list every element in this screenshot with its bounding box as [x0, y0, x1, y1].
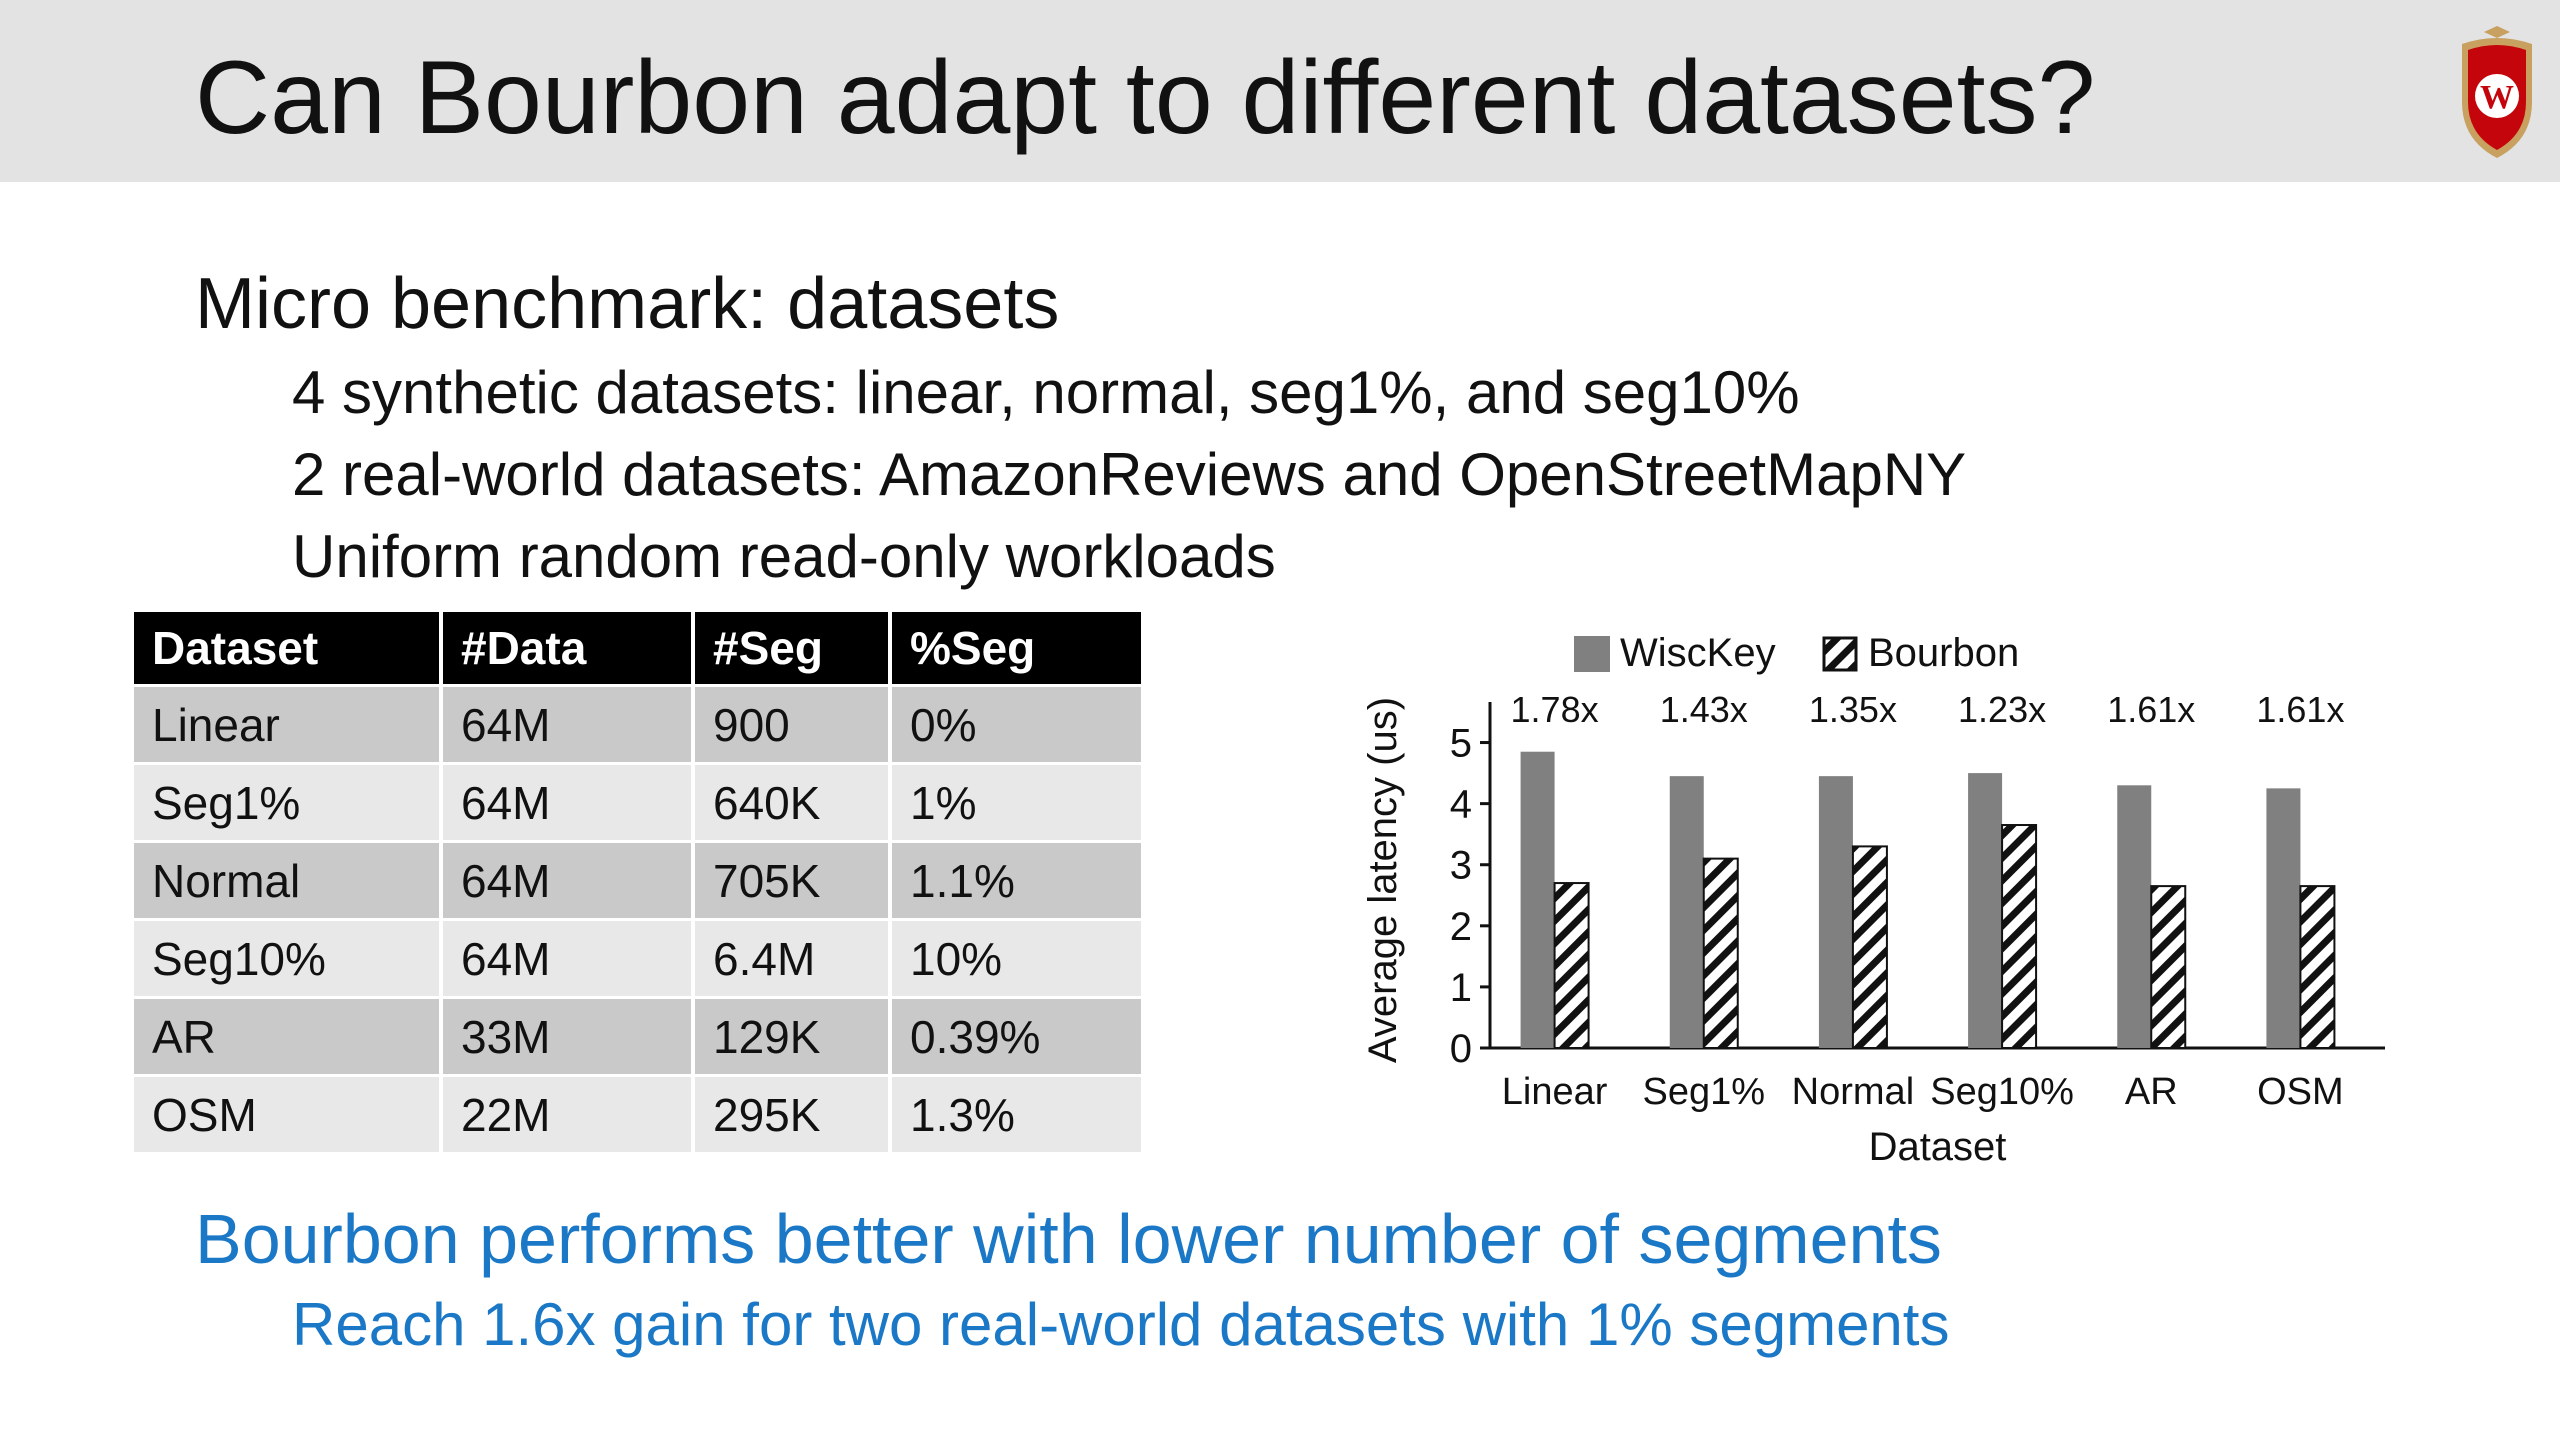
x-tick-label: Seg10% [1930, 1071, 2074, 1113]
y-tick-label: 1 [1450, 966, 1472, 1010]
bar-wisckey [1520, 751, 1555, 1048]
x-axis-label: Dataset [1869, 1125, 2007, 1169]
bar-bourbon [1851, 845, 1888, 1049]
latency-bar-chart: WiscKey Bourbon 0 1 2 3 4 5 Average latency (us)… [1361, 631, 2385, 1169]
table-header-cell: %Seg [890, 612, 1145, 687]
x-tick-label: OSM [2257, 1071, 2344, 1113]
table-cell: AR [134, 997, 443, 1077]
table-cell: 1% [890, 763, 1145, 843]
bar-wisckey [2266, 788, 2301, 1048]
table-header-cell: Dataset [134, 612, 443, 687]
bar-annotation: 1.35x [1809, 689, 1897, 730]
table-cell: 22M [441, 1075, 695, 1155]
bar-annotation: 1.43x [1660, 689, 1748, 730]
table-cell: OSM [134, 1075, 443, 1155]
y-tick-label: 4 [1450, 783, 1472, 827]
table-cell: 64M [441, 841, 695, 921]
table-row: Seg1% 64M 640K 1% [134, 763, 1145, 843]
table-cell: 64M [441, 919, 695, 999]
table-row: Seg10% 64M 6.4M 10% [134, 919, 1145, 999]
bar-wisckey [1818, 776, 1853, 1048]
table-row: Normal 64M 705K 1.1% [134, 841, 1145, 921]
bar-annotation: 1.78x [1511, 689, 1599, 730]
conclusion-subtext: Reach 1.6x gain for two real-world datas… [292, 1291, 1950, 1358]
table-cell: Normal [134, 841, 443, 921]
table-header-cell: #Seg [693, 612, 892, 687]
table-cell: 0.39% [890, 997, 1145, 1077]
table-cell: 1.3% [890, 1075, 1145, 1155]
table-cell: 64M [441, 685, 695, 765]
bar-bourbon [2001, 824, 2038, 1049]
table-cell: 705K [693, 841, 892, 921]
bullet-sub-workload: Uniform random read-only workloads [292, 523, 1276, 590]
table-cell: Seg10% [134, 919, 443, 999]
y-tick-label: 5 [1450, 722, 1472, 766]
bar-annotation: 1.61x [2256, 689, 2344, 730]
table-cell: Linear [134, 685, 443, 765]
legend-swatch-wisckey [1574, 636, 1610, 672]
bar-annotation: 1.61x [2107, 689, 2195, 730]
bullet-sub-real-world: 2 real-world datasets: AmazonReviews and… [292, 441, 1967, 508]
bar-wisckey [1968, 773, 2003, 1048]
x-tick-label: Seg1% [1642, 1071, 1765, 1113]
y-tick-label: 3 [1450, 844, 1472, 888]
bullet-sub-synthetic: 4 synthetic datasets: linear, normal, se… [292, 359, 1800, 426]
x-tick-label: AR [2125, 1071, 2178, 1113]
svg-text:W: W [2480, 79, 2514, 116]
table-header-row: Dataset #Data #Seg %Seg [134, 612, 1145, 687]
bar-annotation: 1.23x [1958, 689, 2046, 730]
dataset-table: Dataset #Data #Seg %Seg Linear 64M 900 0… [134, 612, 1145, 1155]
x-tick-label: Normal [1792, 1071, 1914, 1113]
bar-wisckey [1669, 776, 1704, 1048]
table-cell: 6.4M [693, 919, 892, 999]
university-crest-icon: W [2462, 26, 2532, 158]
bar-bourbon [2299, 885, 2336, 1050]
legend-swatch-bourbon [1822, 636, 1858, 672]
bar-bourbon [1553, 882, 1590, 1049]
table-row: Linear 64M 900 0% [134, 685, 1145, 765]
table-cell: 1.1% [890, 841, 1145, 921]
table-cell: Seg1% [134, 763, 443, 843]
table-cell: 900 [693, 685, 892, 765]
table-cell: 295K [693, 1075, 892, 1155]
bar-bourbon [2150, 885, 2187, 1050]
conclusion-text: Bourbon performs better with lower numbe… [195, 1200, 1942, 1278]
y-axis-label: Average latency (us) [1361, 697, 1405, 1063]
y-tick-label: 0 [1450, 1027, 1472, 1071]
table-cell: 64M [441, 763, 695, 843]
table-cell: 640K [693, 763, 892, 843]
legend-label-bourbon: Bourbon [1868, 631, 2019, 675]
table-row: AR 33M 129K 0.39% [134, 997, 1145, 1077]
table-cell: 0% [890, 685, 1145, 765]
table-cell: 10% [890, 919, 1145, 999]
bar-wisckey [2117, 785, 2152, 1048]
table-cell: 33M [441, 997, 695, 1077]
legend-label-wisckey: WiscKey [1620, 631, 1776, 675]
y-tick-label: 2 [1450, 905, 1472, 949]
bar-bourbon [1702, 857, 1739, 1049]
title-bar: Can Bourbon adapt to different datasets?… [0, 0, 2560, 182]
table-row: OSM 22M 295K 1.3% [134, 1075, 1145, 1155]
table-header-cell: #Data [441, 612, 695, 687]
bullet-main: Micro benchmark: datasets [195, 264, 1060, 344]
table-cell: 129K [693, 997, 892, 1077]
x-tick-label: Linear [1502, 1071, 1608, 1113]
slide-title: Can Bourbon adapt to different datasets? [195, 40, 2096, 156]
